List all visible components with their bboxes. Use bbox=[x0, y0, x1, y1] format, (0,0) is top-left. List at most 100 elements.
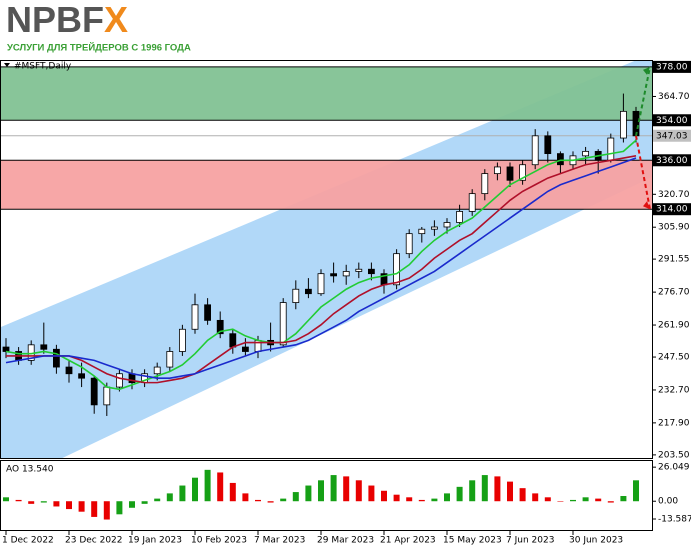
price-label-box bbox=[653, 129, 691, 142]
candle-body bbox=[166, 351, 174, 368]
y-tick-label: 0.00 bbox=[658, 497, 678, 507]
candle-body bbox=[317, 273, 325, 295]
forecast-arrowhead bbox=[643, 66, 650, 75]
ao-bar bbox=[28, 501, 35, 504]
candle-body bbox=[468, 193, 476, 212]
ao-bar bbox=[229, 482, 236, 502]
ao-bar bbox=[368, 485, 375, 502]
candle-body bbox=[418, 228, 426, 235]
ao-bar bbox=[507, 481, 513, 502]
candle-body bbox=[90, 377, 98, 406]
ao-bar bbox=[519, 488, 526, 502]
candle-body bbox=[531, 135, 539, 166]
candle-body bbox=[607, 137, 615, 161]
price-label: 314.00 bbox=[656, 205, 688, 215]
y-tick-label: -13.587 bbox=[658, 514, 691, 524]
logo-brand: NPBFX bbox=[6, 0, 128, 40]
candle-body bbox=[116, 373, 123, 388]
y-tick-label: 232.70 bbox=[658, 385, 690, 395]
ao-bar bbox=[393, 494, 400, 502]
candle-body bbox=[506, 166, 514, 181]
ao-bar bbox=[620, 496, 627, 502]
x-tick-label: 21 Apr 2023 bbox=[380, 536, 436, 546]
y-tick-label: 276.70 bbox=[658, 288, 690, 298]
ao-bar bbox=[53, 501, 60, 507]
ao-bar bbox=[557, 501, 564, 502]
ao-bar bbox=[532, 493, 539, 502]
y-tick-label: 305.90 bbox=[658, 223, 690, 233]
ao-bar bbox=[406, 497, 413, 502]
y-tick-label: 261.90 bbox=[658, 321, 690, 331]
ao-bar bbox=[217, 472, 224, 502]
ao-bar bbox=[570, 499, 576, 502]
price-label: 378.00 bbox=[656, 62, 688, 72]
price-label: 354.00 bbox=[656, 116, 688, 126]
ao-bar bbox=[544, 497, 551, 502]
forecast-arrow bbox=[635, 66, 651, 137]
candle-body bbox=[342, 271, 350, 277]
plot bbox=[0, 60, 652, 520]
forecast-arrowhead bbox=[643, 201, 650, 210]
candle-body bbox=[557, 153, 564, 166]
candle-body bbox=[53, 348, 60, 368]
ao-bar bbox=[607, 501, 614, 503]
ao-bar bbox=[582, 497, 589, 502]
ao-bar bbox=[242, 493, 249, 502]
ao-bar bbox=[318, 480, 324, 502]
trend-channel bbox=[0, 60, 652, 458]
candle-body bbox=[78, 373, 85, 379]
price-label-box bbox=[653, 60, 691, 73]
ao-title: AO 13.540 bbox=[6, 465, 54, 475]
x-tick-label: 23 Dec 2022 bbox=[65, 536, 123, 546]
x-tick-label: 10 Feb 2023 bbox=[191, 536, 247, 546]
ao-bar bbox=[179, 485, 186, 502]
ao-bar bbox=[292, 492, 299, 502]
candle-body bbox=[393, 253, 401, 286]
ao-bar bbox=[116, 501, 123, 515]
moving-average bbox=[5, 157, 637, 379]
y-tick-label: 247.50 bbox=[658, 353, 690, 363]
candle-body bbox=[103, 386, 111, 406]
ao-bar bbox=[66, 501, 72, 510]
candle-body bbox=[40, 344, 48, 350]
ao-bar bbox=[633, 480, 639, 502]
logo-brand-accent: X bbox=[104, 0, 128, 40]
moving-average bbox=[6, 155, 637, 384]
candle-body bbox=[65, 366, 73, 375]
logo-tagline: УСЛУГИ ДЛЯ ТРЕЙДЕРОВ С 1996 ГОДА bbox=[7, 42, 191, 54]
candle-body bbox=[481, 173, 489, 195]
ao-bar bbox=[418, 499, 425, 502]
ao-bar bbox=[103, 501, 110, 520]
y-tick-label: 291.55 bbox=[658, 255, 690, 265]
ao-bar bbox=[469, 480, 476, 502]
symbol-menu-icon bbox=[4, 63, 10, 67]
candle-body bbox=[367, 268, 375, 275]
forecast-arrow bbox=[635, 135, 651, 210]
candle-body bbox=[229, 333, 237, 348]
candle-body bbox=[330, 273, 338, 277]
y-tick-label: 320.70 bbox=[658, 190, 690, 200]
ao-bar bbox=[267, 501, 274, 503]
candle-body bbox=[153, 366, 161, 375]
x-tick-label: 15 May 2023 bbox=[443, 536, 502, 546]
ao-bar bbox=[3, 497, 9, 502]
ao-bar bbox=[305, 485, 312, 502]
ao-bar bbox=[204, 469, 211, 502]
x-tick-label: 19 Jan 2023 bbox=[128, 536, 182, 546]
price-label-box bbox=[653, 114, 691, 127]
candle-body bbox=[204, 304, 212, 321]
price-label: 336.00 bbox=[656, 156, 688, 166]
candle-body bbox=[544, 135, 552, 155]
x-tick-label: 1 Dec 2022 bbox=[2, 536, 54, 546]
moving-average bbox=[5, 139, 637, 391]
ao-bar bbox=[444, 493, 450, 502]
ao-bar bbox=[91, 501, 98, 517]
candle-body bbox=[241, 346, 249, 352]
ao-bar bbox=[456, 486, 463, 502]
y-tick-label: 26.049 bbox=[658, 463, 690, 473]
candle-body bbox=[405, 233, 413, 255]
candle-body bbox=[620, 110, 627, 139]
candle-body bbox=[443, 222, 451, 228]
price-label: 347.03 bbox=[656, 131, 688, 141]
ao-bar bbox=[431, 498, 438, 502]
